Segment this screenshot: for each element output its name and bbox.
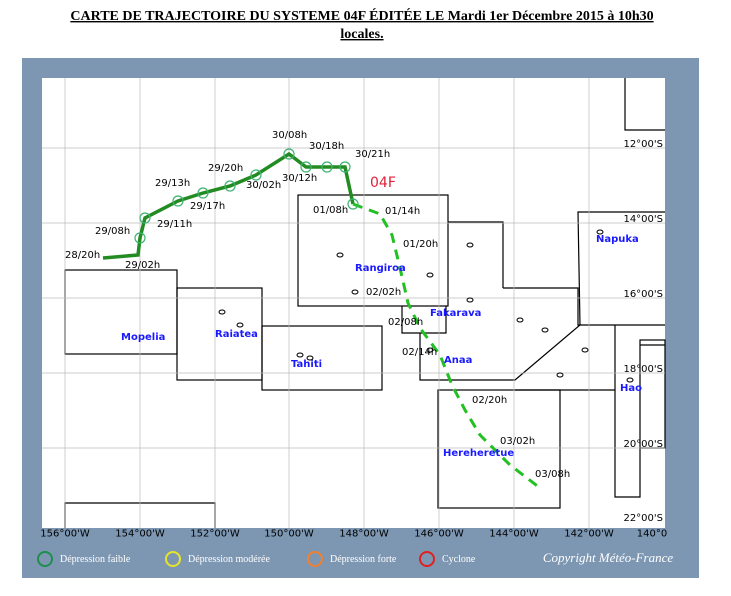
island [236,322,244,328]
longitude-label: 142°00'W [564,528,614,539]
track-time: 28/20h [65,250,100,261]
copyright: Copyright Météo-France [543,550,674,565]
title: CARTE DE TRAJECTOIRE DU SYSTEME 04F ÉDIT… [70,7,653,24]
place-name: Rangiroa [355,263,406,274]
legend-label: Dépression forte [330,554,397,565]
forecast-time: 02/14h [402,347,437,358]
latitude-label: 16°00'S [623,289,663,300]
track-time: 30/18h [309,141,344,152]
longitude-label: 150°00'W [264,528,314,539]
forecast-time: 02/02h [366,287,401,298]
title: locales. [340,27,383,42]
track-time: 29/17h [190,201,225,212]
island [466,297,474,303]
forecast-time: 02/20h [472,395,507,406]
storm-name: 04F [370,175,396,191]
island [336,252,344,258]
track-time: 30/08h [272,130,307,141]
forecast-time: 01/14h [385,206,420,217]
island [218,309,226,315]
track-time: 29/02h [125,260,160,271]
forecast-time: 01/20h [403,239,438,250]
place-name: Raiatea [215,329,258,340]
place-name: Mopelia [121,332,165,343]
longitude-label: 156°00'W [40,528,90,539]
longitude-label: 146°00'W [414,528,464,539]
legend-symbol [37,551,53,567]
track-point [300,161,312,173]
track-time: 29/08h [95,226,130,237]
island [541,327,549,333]
track-point [347,198,359,210]
track-point [224,180,236,192]
track-point [283,148,295,160]
place-name: Hereheretue [443,448,514,459]
island [296,352,304,358]
forecast-time: 03/08h [535,469,570,480]
legend-symbol [165,551,181,567]
forecast-time: 02/08h [388,317,423,328]
legend-label: Dépression modérée [188,554,270,565]
track-time: 01/08h [313,205,348,216]
island [426,347,434,353]
track-time: 29/11h [157,219,192,230]
longitude-label: 154°00'W [115,528,165,539]
track-time: 30/02h [246,180,281,191]
legend-symbol [419,551,435,567]
legend-label: Dépression faible [60,554,131,565]
forecast-time: 03/02h [500,436,535,447]
place-name: Fakarava [430,308,481,319]
island [306,355,314,361]
place-name: Tahiti [291,359,322,370]
track-time: 30/21h [355,149,390,160]
latitude-label: 22°00'S [623,513,663,524]
island [516,317,524,323]
latitude-label: 20°00'S [623,439,663,450]
island [466,242,474,248]
track-point [197,187,209,199]
latitude-label: 12°00'S [623,139,663,150]
island [351,289,359,295]
track-time: 30/12h [282,173,317,184]
longitude-label: 144°00'W [489,528,539,539]
longitude-label: 152°00'W [190,528,240,539]
track-time: 29/20h [208,163,243,174]
place-name: Napuka [596,234,639,245]
island [596,229,604,235]
track-point [139,212,151,224]
island [626,377,634,383]
legend-symbol [307,551,323,567]
track-point [172,195,184,207]
latitude-label: 18°00'S [623,364,663,375]
legend-label: Cyclone [442,554,476,565]
island [426,272,434,278]
place-name: Hao [620,383,642,394]
latitude-label: 14°00'S [623,214,663,225]
map-area [42,78,665,528]
track-time: 29/13h [155,178,190,189]
island [556,372,564,378]
place-name: Anaa [444,355,472,366]
graticule [42,78,665,528]
track-point [134,232,146,244]
island [581,347,589,353]
observed-track [102,151,355,260]
longitude-label: 148°00'W [339,528,389,539]
forecast-track [352,202,541,490]
longitude-label: 140°0 [637,528,667,539]
track-point [321,161,333,173]
track-point [339,161,351,173]
zones [64,78,666,528]
track-point [250,169,262,181]
